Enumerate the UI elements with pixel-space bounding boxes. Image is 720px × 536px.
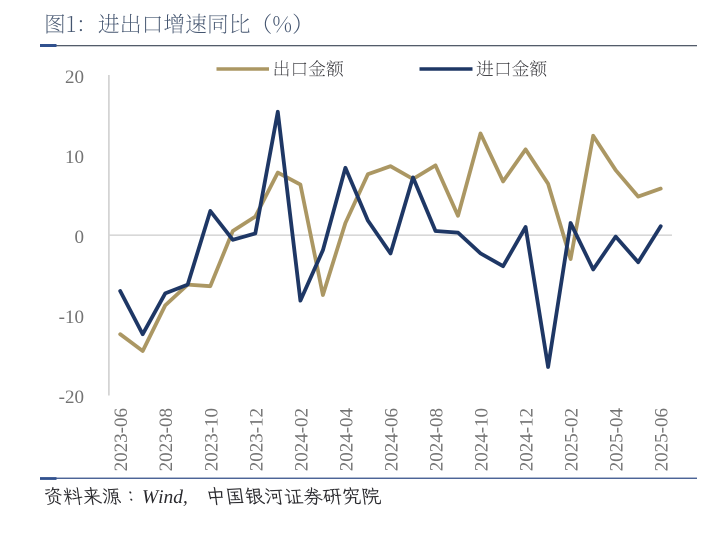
svg-text:2023-10: 2023-10 (201, 408, 222, 471)
svg-text:2023-12: 2023-12 (246, 408, 267, 471)
svg-text:2025-02: 2025-02 (562, 408, 583, 471)
svg-text:20: 20 (65, 67, 84, 88)
svg-text:2024-06: 2024-06 (382, 408, 403, 471)
svg-text:2024-02: 2024-02 (291, 408, 312, 471)
svg-text:2024-10: 2024-10 (472, 408, 493, 471)
svg-text:2023-08: 2023-08 (156, 408, 177, 471)
svg-text:-10: -10 (59, 307, 84, 328)
svg-text:2025-04: 2025-04 (607, 407, 628, 471)
svg-text:10: 10 (65, 147, 84, 168)
svg-text:2024-12: 2024-12 (517, 408, 538, 471)
svg-text:2024-08: 2024-08 (427, 408, 448, 471)
svg-text:2023-06: 2023-06 (111, 408, 132, 471)
svg-text:2024-04: 2024-04 (336, 407, 357, 471)
svg-text:2025-06: 2025-06 (652, 408, 673, 471)
svg-text:-20: -20 (59, 387, 84, 408)
svg-text:0: 0 (75, 227, 85, 248)
